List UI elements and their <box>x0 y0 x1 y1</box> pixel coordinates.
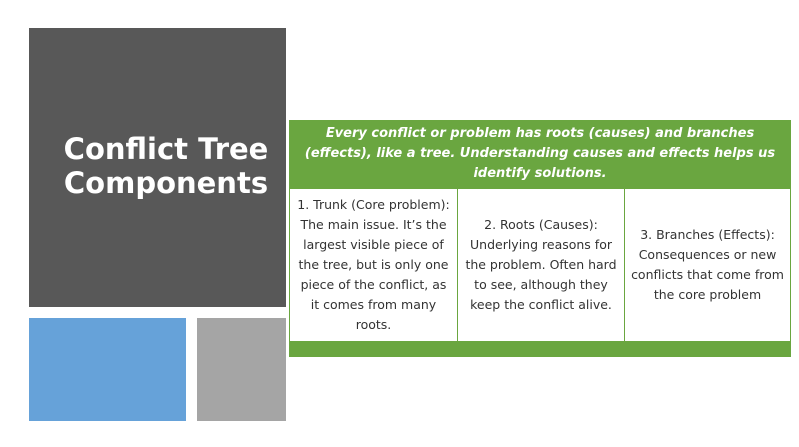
table-cell-trunk: 1. Trunk (Core problem): The main issue.… <box>290 189 457 341</box>
table-cell-roots-text: 2. Roots (Causes): Underlying reasons fo… <box>465 217 617 312</box>
decorative-gray-block <box>197 318 286 421</box>
table-cell-trunk-text: 1. Trunk (Core problem): The main issue.… <box>297 197 450 332</box>
table-cell-roots: 2. Roots (Causes): Underlying reasons fo… <box>457 189 624 341</box>
conflict-tree-table: Every conflict or problem has roots (cau… <box>289 120 791 357</box>
title-block: Conflict Tree Components <box>29 28 286 307</box>
slide-title-line-2: Components <box>63 166 269 200</box>
table-header-banner: Every conflict or problem has roots (cau… <box>304 126 776 181</box>
decorative-blue-block <box>29 318 186 421</box>
table-cell-branches: 3. Branches (Effects): Consequences or n… <box>624 189 790 341</box>
table-row: 1. Trunk (Core problem): The main issue.… <box>290 189 790 341</box>
slide-title-line-1: Conflict Tree <box>63 132 269 166</box>
table-cell-branches-text: 3. Branches (Effects): Consequences or n… <box>631 227 784 302</box>
slide-title: Conflict Tree Components <box>51 132 281 200</box>
